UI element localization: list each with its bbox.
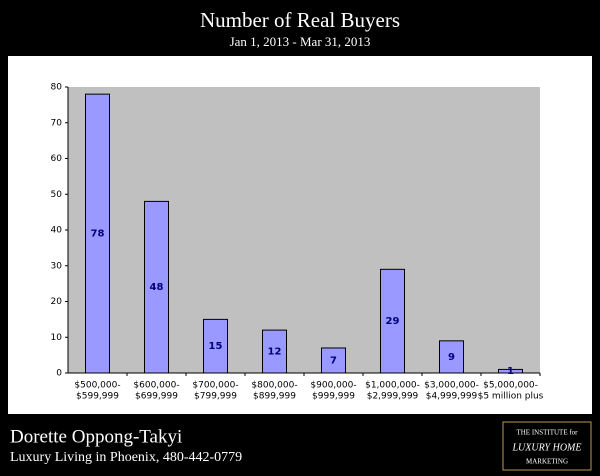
data-label: 12 [268, 347, 282, 358]
bar [380, 268, 405, 374]
y-tick-label: 10 [51, 333, 63, 343]
footer-tagline: Luxury Living in Phoenix, 480-442-0779 [10, 450, 242, 465]
x-tick-label: $3,000,000- [424, 381, 479, 391]
data-label: 9 [448, 352, 455, 363]
x-tick-label: $699,999 [135, 392, 178, 402]
y-tick-label: 30 [51, 261, 63, 271]
data-label: 29 [386, 316, 400, 327]
logo-text: MARKETING [526, 458, 568, 466]
bar [321, 347, 346, 374]
x-tick-label: $700,000- [192, 381, 238, 391]
data-label: 7 [330, 355, 337, 366]
x-tick-label: $900,000- [310, 381, 356, 391]
bar [262, 329, 287, 374]
x-tick-label: $1,000,000- [365, 381, 420, 391]
data-label: 15 [209, 341, 223, 352]
bar [439, 340, 464, 374]
y-tick-label: 60 [51, 154, 63, 164]
y-tick-label: 40 [51, 226, 63, 236]
x-tick-label: $599,999 [76, 392, 119, 402]
logo [502, 421, 592, 471]
chart-subtitle: Jan 1, 2013 - Mar 31, 2013 [230, 34, 371, 49]
y-tick-label: 80 [51, 83, 63, 93]
x-tick-label: $999,999 [312, 392, 355, 402]
y-tick-label: 50 [51, 190, 63, 200]
x-tick-label: $4,999,999 [426, 392, 478, 402]
x-tick-label: $799,999 [194, 392, 237, 402]
x-tick-label: $800,000- [251, 381, 297, 391]
chart-title: Number of Real Buyers [200, 8, 400, 32]
footer-name: Dorette Oppong-Takyi [10, 426, 182, 447]
x-tick-label: $2,999,999 [367, 392, 419, 402]
x-tick-label: $600,000- [133, 381, 179, 391]
logo-text: LUXURY HOME [512, 442, 582, 453]
bar [144, 200, 169, 374]
bar [203, 318, 228, 374]
data-label: 78 [91, 229, 105, 240]
data-label: 48 [150, 282, 164, 293]
y-tick-label: 20 [51, 297, 63, 307]
bar [498, 368, 523, 374]
x-tick-label: $500,000- [74, 381, 120, 391]
y-tick-label: 0 [56, 369, 62, 379]
data-label: 1 [507, 366, 514, 377]
plot-area [68, 87, 540, 373]
x-tick-label: $899,999 [253, 392, 296, 402]
logo-text: THE INSTITUTE for [516, 429, 578, 437]
y-tick-label: 70 [51, 118, 63, 128]
x-tick-label: $5 million plus [478, 392, 544, 402]
bar [85, 93, 110, 374]
x-tick-label: $5,000,000- [483, 381, 538, 391]
